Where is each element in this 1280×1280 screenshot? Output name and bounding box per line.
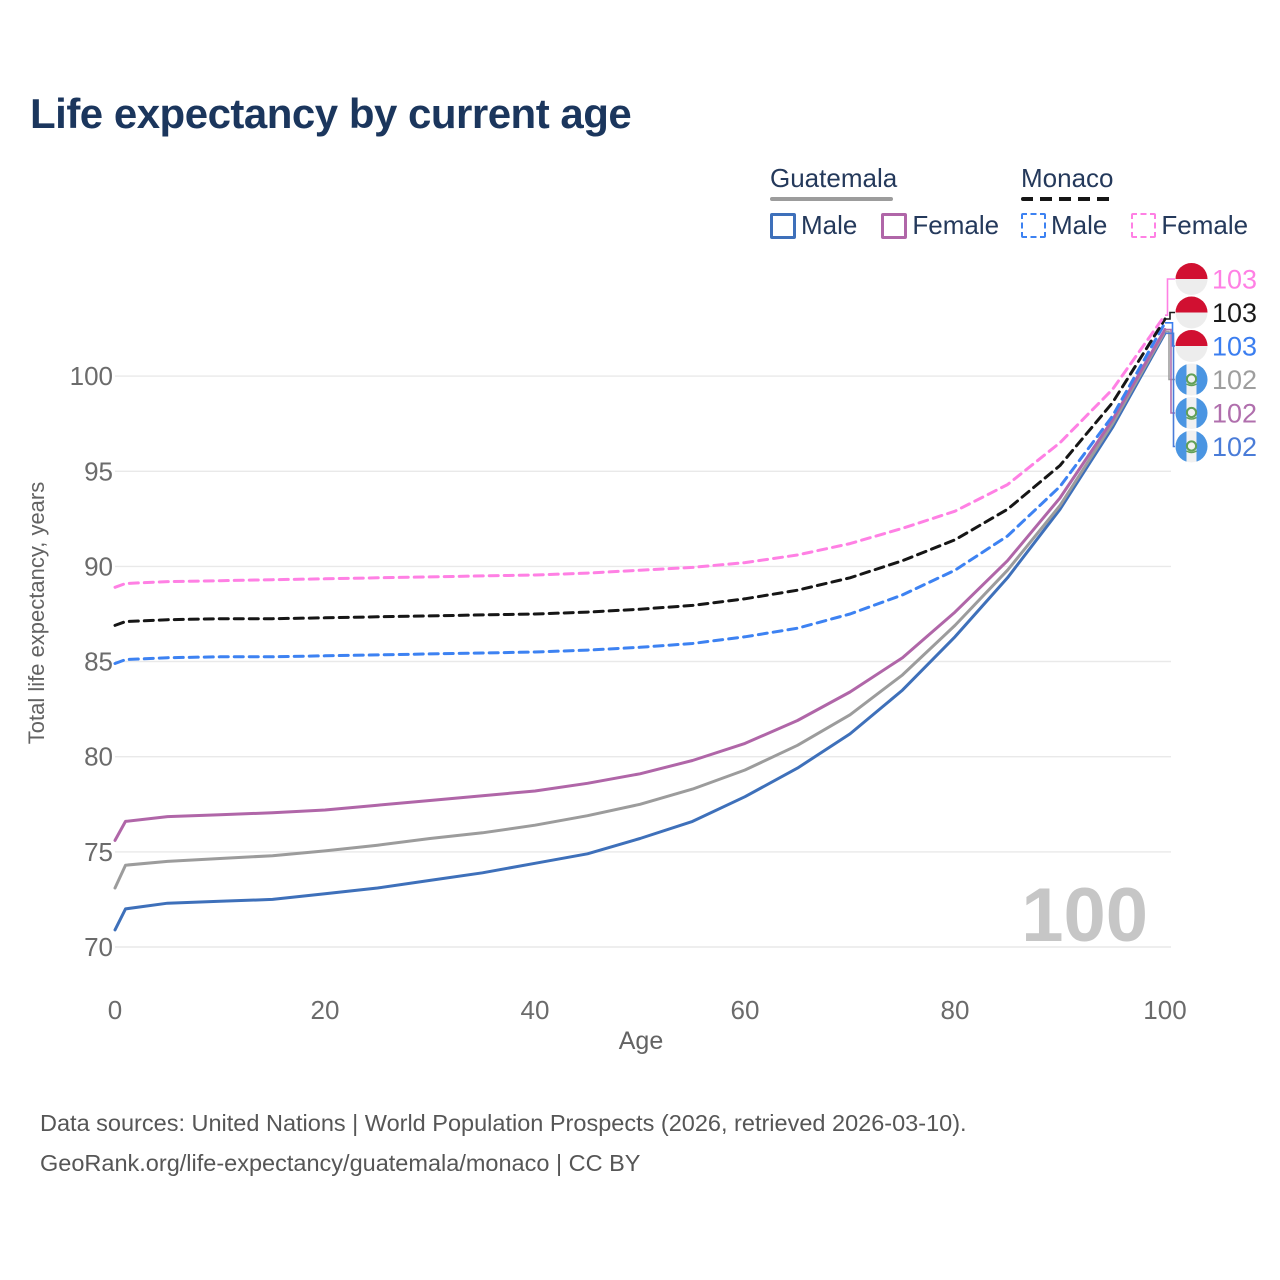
end-label-connector-monaco_all <box>1165 311 1175 320</box>
legend-item-monaco-female[interactable]: Female <box>1131 210 1248 241</box>
end-value-label-monaco_male: 103 <box>1212 332 1257 362</box>
y-tick-label-90: 90 <box>84 551 113 581</box>
y-tick-label-95: 95 <box>84 456 113 486</box>
y-tick-label-70: 70 <box>84 932 113 962</box>
x-tick-label-40: 40 <box>521 995 550 1025</box>
monaco-flag-icon <box>1175 296 1208 329</box>
monaco-male-swatch-icon <box>1021 213 1046 238</box>
y-tick-label-75: 75 <box>84 837 113 867</box>
end-value-label-guatemala_all: 102 <box>1212 365 1257 395</box>
guatemala-flag-icon <box>1175 430 1208 463</box>
page-title: Life expectancy by current age <box>30 90 632 137</box>
legend-item-label: Female <box>912 210 1000 240</box>
end-value-label-guatemala_male: 102 <box>1212 432 1257 462</box>
end-label-connector-guatemala_all <box>1165 330 1175 381</box>
end-value-label-monaco_all: 103 <box>1212 298 1257 328</box>
series-line-guatemala_all <box>113 329 1167 890</box>
monaco-female-swatch-icon <box>1131 213 1157 238</box>
x-tick-label-100: 100 <box>1143 995 1186 1025</box>
end-label-connector-monaco_female <box>1165 278 1175 316</box>
series-line-monaco_all <box>113 317 1167 627</box>
x-tick-label-60: 60 <box>731 995 760 1025</box>
guatemala-solid-line-swatch <box>770 197 893 201</box>
series-line-guatemala_male <box>113 331 1167 932</box>
y-tick-label-100: 100 <box>70 361 113 391</box>
y-tick-label-80: 80 <box>84 742 113 772</box>
legend-country-monaco[interactable]: Monaco <box>1021 163 1272 201</box>
y-tick-label-85: 85 <box>84 647 113 677</box>
end-value-label-monaco_female: 103 <box>1212 265 1257 295</box>
y-axis-title: Total life expectancy, years <box>24 482 49 745</box>
legend-country-label: Guatemala <box>770 163 898 193</box>
monaco-dashed-line-swatch <box>1021 197 1115 201</box>
end-label-connector-guatemala_male <box>1165 332 1175 448</box>
guatemala-female-swatch-icon <box>881 212 908 239</box>
age-watermark: 100 <box>1021 873 1148 958</box>
series-line-monaco_female <box>113 313 1167 589</box>
legend-item-label: Male <box>1051 210 1108 240</box>
legend-group-guatemala: Guatemala Male Female <box>770 163 1023 241</box>
legend-item-monaco-male[interactable]: Male <box>1021 210 1107 241</box>
series-line-monaco_male <box>113 321 1167 665</box>
guatemala-flag-icon <box>1175 397 1208 429</box>
guatemala-flag-icon <box>1175 363 1208 396</box>
footer-attribution: GeoRank.org/life-expectancy/guatemala/mo… <box>40 1150 641 1176</box>
monaco-flag-icon <box>1175 263 1208 295</box>
x-tick-label-80: 80 <box>941 995 970 1025</box>
legend-country-guatemala[interactable]: Guatemala <box>770 163 1023 201</box>
footer: Data sources: United Nations | World Pop… <box>40 1103 967 1183</box>
legend-item-label: Female <box>1161 210 1249 240</box>
guatemala-male-swatch-icon <box>770 212 796 239</box>
footer-data-sources: Data sources: United Nations | World Pop… <box>40 1110 967 1136</box>
x-tick-label-0: 0 <box>108 995 122 1025</box>
legend-item-guatemala-male[interactable]: Male <box>770 210 857 241</box>
legend-country-label: Monaco <box>1021 163 1114 193</box>
legend-item-guatemala-female[interactable]: Female <box>881 210 999 241</box>
end-value-label-guatemala_female: 102 <box>1212 399 1257 429</box>
x-tick-label-20: 20 <box>311 995 340 1025</box>
x-axis-title: Age <box>619 1027 663 1055</box>
legend-item-label: Male <box>801 210 858 240</box>
series-line-guatemala_female <box>113 328 1167 842</box>
monaco-flag-icon <box>1175 330 1208 362</box>
legend-group-monaco: Monaco Male Female <box>1021 163 1272 241</box>
